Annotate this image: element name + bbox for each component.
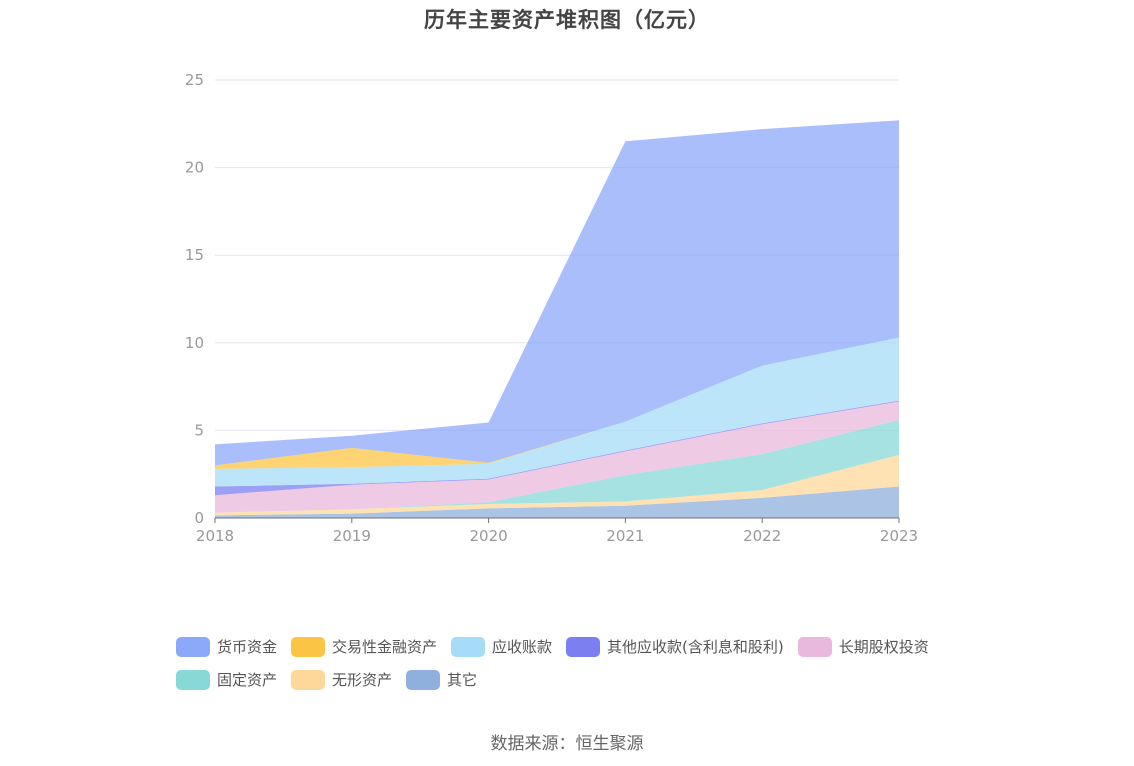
legend-item[interactable]: 交易性金融资产 bbox=[291, 636, 437, 657]
legend-swatch bbox=[797, 636, 832, 657]
y-tick-label: 15 bbox=[185, 246, 204, 264]
legend-label: 货币资金 bbox=[217, 638, 278, 656]
legend-label: 应收账款 bbox=[492, 638, 553, 656]
x-tick-label: 2022 bbox=[743, 527, 781, 545]
legend-swatch bbox=[176, 636, 210, 657]
area-series bbox=[215, 120, 899, 518]
y-tick-label: 25 bbox=[185, 71, 204, 89]
legend-item[interactable]: 固定资产 bbox=[176, 669, 277, 690]
legend-swatch bbox=[451, 636, 486, 657]
legend-swatch bbox=[566, 636, 601, 657]
area-series-7 bbox=[215, 120, 899, 466]
x-tick-label: 2020 bbox=[470, 527, 508, 545]
legend-item[interactable]: 无形资产 bbox=[291, 669, 392, 690]
data-source: 数据来源：恒生聚源 bbox=[490, 734, 644, 754]
x-tick-label: 2019 bbox=[333, 527, 371, 545]
area-series-4 bbox=[215, 400, 899, 496]
y-tick-label: 10 bbox=[185, 334, 204, 352]
legend-label: 固定资产 bbox=[217, 671, 278, 689]
y-tick-label: 20 bbox=[185, 159, 204, 177]
area-series-2 bbox=[215, 419, 899, 513]
legend: 货币资金 交易性金融资产 应收账款 其他应收款(含利息和股利) 长期股权投资固定资产 无形… bbox=[176, 630, 976, 696]
legend-label: 无形资产 bbox=[332, 671, 393, 689]
legend-row: 货币资金 交易性金融资产 应收账款 其他应收款(含利息和股利) 长期股权投资 bbox=[176, 630, 976, 663]
area-series-5 bbox=[215, 337, 899, 487]
legend-item[interactable]: 应收账款 bbox=[451, 636, 552, 657]
legend-swatch bbox=[176, 669, 210, 690]
x-tick-label: 2021 bbox=[606, 527, 644, 545]
legend-item[interactable]: 长期股权投资 bbox=[797, 636, 929, 657]
y-tick-label: 5 bbox=[194, 421, 204, 439]
chart-title: 历年主要资产堆积图（亿元） bbox=[424, 8, 710, 32]
legend-label: 其它 bbox=[447, 671, 478, 689]
legend-row: 固定资产 无形资产 其它 bbox=[176, 663, 976, 696]
legend-label: 长期股权投资 bbox=[838, 638, 929, 656]
x-tick-label: 2018 bbox=[196, 527, 234, 545]
area-series-1 bbox=[215, 454, 899, 516]
legend-label: 交易性金融资产 bbox=[332, 638, 438, 656]
legend-item[interactable]: 其它 bbox=[406, 669, 477, 690]
area-series-6 bbox=[215, 337, 899, 469]
area-series-0 bbox=[215, 486, 899, 518]
legend-swatch bbox=[406, 669, 441, 690]
x-tick-label: 2023 bbox=[880, 527, 918, 545]
legend-label: 其他应收款(含利息和股利) bbox=[607, 638, 784, 656]
legend-item[interactable]: 其他应收款(含利息和股利) bbox=[566, 636, 784, 657]
axes: 0 5 10 15 20 25 2018 2019 2020 2021 2022 2023 bbox=[185, 71, 918, 545]
legend-swatch bbox=[291, 636, 326, 657]
legend-item[interactable]: 货币资金 bbox=[176, 636, 277, 657]
area-series-3 bbox=[215, 401, 899, 513]
y-tick-label: 0 bbox=[194, 509, 204, 527]
legend-swatch bbox=[291, 669, 326, 690]
